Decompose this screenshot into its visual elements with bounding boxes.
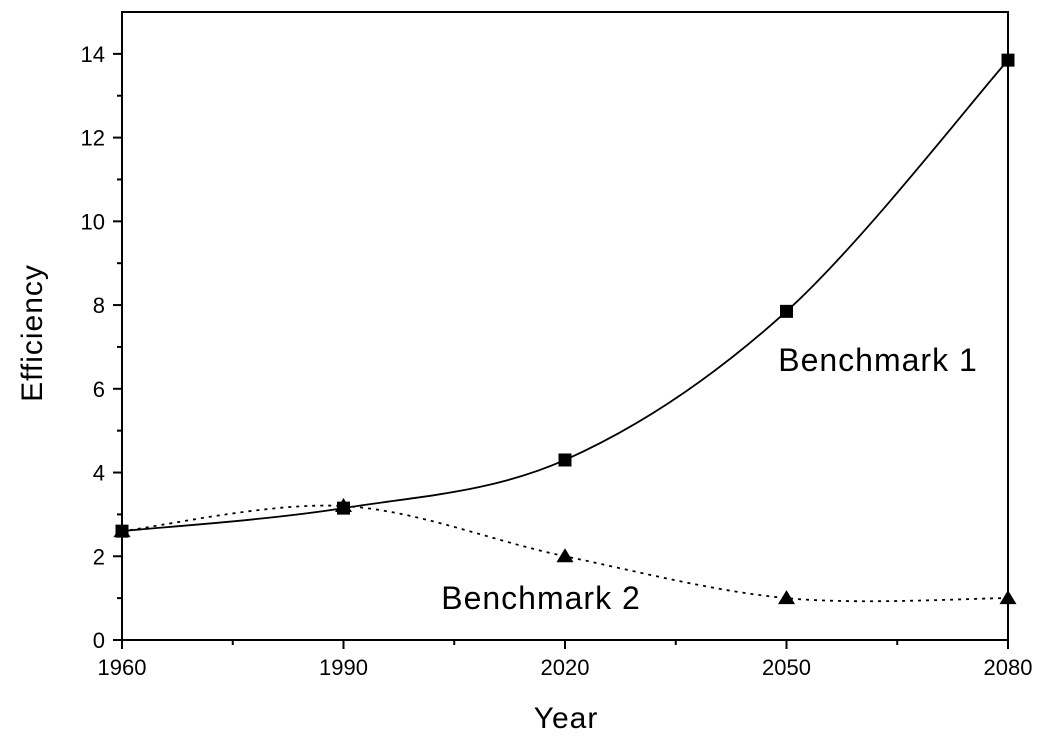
- y-axis: 0 2 4 6 8 10 12 14: [81, 42, 122, 653]
- y-tick-label: 4: [93, 461, 105, 486]
- plot-frame: [121, 11, 1009, 641]
- plot-border: [121, 11, 1009, 641]
- y-tick-label: 12: [81, 126, 105, 151]
- data-point-square: [780, 304, 793, 318]
- annotation-benchmark-2: Benchmark 2: [441, 580, 641, 616]
- data-point-triangle: [335, 498, 352, 513]
- y-tick-label: 14: [81, 42, 105, 67]
- x-axis-title: Year: [534, 702, 599, 735]
- x-tick-label: 2050: [762, 655, 811, 680]
- y-tick-label: 6: [93, 377, 105, 402]
- series-line: [121, 59, 1009, 533]
- y-axis-title: Efficiency: [16, 264, 49, 402]
- series-2: [113, 498, 1017, 605]
- data-point-square: [1001, 53, 1015, 67]
- x-tick-label: 1960: [98, 655, 147, 680]
- data-point-triangle: [778, 590, 795, 605]
- y-tick-label: 0: [93, 628, 105, 653]
- data-point-triangle: [113, 523, 131, 538]
- x-axis: 1960 1990 2020 2050 2080: [98, 640, 1033, 680]
- x-tick-label: 2080: [984, 655, 1033, 680]
- y-tick-label: 2: [93, 544, 105, 569]
- series-1: [115, 53, 1015, 538]
- series-layer: [113, 53, 1017, 605]
- x-tick-label: 2020: [541, 655, 590, 680]
- annotation-benchmark-1: Benchmark 1: [778, 342, 978, 378]
- data-point-triangle: [556, 548, 574, 563]
- y-tick-label: 10: [81, 209, 105, 234]
- data-point-triangle: [999, 590, 1017, 605]
- y-tick-label: 8: [93, 293, 105, 318]
- x-tick-label: 1990: [319, 655, 368, 680]
- data-point-square: [558, 453, 572, 467]
